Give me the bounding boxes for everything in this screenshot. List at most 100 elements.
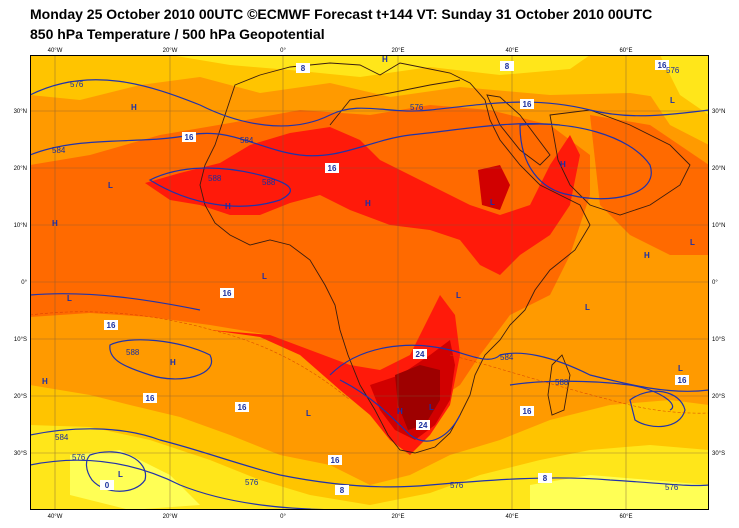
temperature-label: 8 bbox=[296, 63, 310, 73]
temperature-label: 16 bbox=[328, 455, 342, 465]
svg-text:60°E: 60°E bbox=[619, 514, 632, 520]
svg-text:40°E: 40°E bbox=[505, 514, 518, 520]
temperature-label: 24 bbox=[416, 420, 430, 430]
low-center: L bbox=[67, 294, 72, 303]
svg-text:40°W: 40°W bbox=[48, 514, 63, 520]
svg-text:20°S: 20°S bbox=[14, 394, 27, 400]
geopotential-label: 588 bbox=[555, 378, 569, 387]
geopotential-label: 588 bbox=[262, 178, 276, 187]
temperature-label: 8 bbox=[500, 61, 514, 71]
geopotential-label: 576 bbox=[72, 453, 86, 462]
svg-text:20°W: 20°W bbox=[163, 48, 178, 54]
low-center: L bbox=[108, 181, 113, 190]
high-center: H bbox=[225, 202, 231, 211]
svg-text:20°E: 20°E bbox=[391, 514, 404, 520]
right-latitude-labels: 30°N 20°N 10°N 0° 10°S 20°S 30°S bbox=[712, 109, 725, 457]
low-center: L bbox=[429, 403, 434, 412]
temperature-label: 16 bbox=[325, 163, 339, 173]
temp-band-extreme-south bbox=[395, 365, 440, 430]
temp-band-north-lightyellow bbox=[170, 55, 590, 77]
svg-text:20°N: 20°N bbox=[712, 166, 725, 172]
svg-text:8: 8 bbox=[340, 486, 345, 495]
svg-text:0°: 0° bbox=[280, 514, 286, 520]
high-center: H bbox=[42, 377, 48, 386]
map-frame bbox=[30, 55, 709, 510]
svg-text:8: 8 bbox=[301, 64, 306, 73]
temperature-isotherms bbox=[30, 311, 709, 414]
svg-text:0: 0 bbox=[105, 481, 110, 490]
svg-text:16: 16 bbox=[678, 376, 687, 385]
svg-text:16: 16 bbox=[523, 407, 532, 416]
pressure-centers: H H L H L H H L H L L H L H L L H L L H … bbox=[42, 55, 695, 479]
temperature-label: 0 bbox=[100, 480, 114, 490]
svg-text:16: 16 bbox=[328, 164, 337, 173]
svg-text:10°N: 10°N bbox=[14, 223, 27, 229]
low-center: L bbox=[118, 470, 123, 479]
svg-text:20°S: 20°S bbox=[712, 394, 725, 400]
svg-text:30°S: 30°S bbox=[712, 451, 725, 457]
svg-text:16: 16 bbox=[146, 394, 155, 403]
high-center: H bbox=[131, 103, 137, 112]
geopotential-label: 576 bbox=[70, 80, 84, 89]
temperature-label: 16 bbox=[520, 99, 534, 109]
low-center: L bbox=[490, 198, 495, 207]
high-center: H bbox=[382, 55, 388, 64]
low-center: L bbox=[585, 303, 590, 312]
temp-band-veryhot-north bbox=[478, 165, 510, 210]
high-center: H bbox=[170, 358, 176, 367]
svg-text:24: 24 bbox=[419, 421, 428, 430]
svg-text:10°N: 10°N bbox=[712, 223, 725, 229]
geopotential-label: 576 bbox=[450, 481, 464, 490]
svg-text:0°: 0° bbox=[21, 280, 27, 286]
temp-band-hot-north bbox=[145, 127, 580, 275]
forecast-map: 8 16 16 16 16 16 16 16 24 16 16 16 16 8 … bbox=[30, 55, 709, 510]
low-center: L bbox=[670, 96, 675, 105]
svg-text:40°E: 40°E bbox=[505, 48, 518, 54]
svg-text:30°N: 30°N bbox=[712, 109, 725, 115]
low-center: L bbox=[262, 272, 267, 281]
geopotential-label: 584 bbox=[52, 146, 66, 155]
svg-text:8: 8 bbox=[543, 474, 548, 483]
bottom-longitude-labels: 40°W 20°W 0° 20°E 40°E 60°E bbox=[48, 514, 633, 520]
top-longitude-labels: 40°W 20°W 0° 20°E 40°E 60°E bbox=[48, 48, 633, 54]
svg-text:30°S: 30°S bbox=[14, 451, 27, 457]
svg-text:30°N: 30°N bbox=[14, 109, 27, 115]
temperature-label: 16 bbox=[675, 375, 689, 385]
temperature-label: 8 bbox=[538, 473, 552, 483]
svg-text:16: 16 bbox=[658, 61, 667, 70]
geopotential-contours bbox=[30, 79, 709, 510]
svg-text:16: 16 bbox=[331, 456, 340, 465]
temperature-label: 24 bbox=[413, 349, 427, 359]
svg-text:0°: 0° bbox=[280, 48, 286, 54]
geopotential-label: 584 bbox=[500, 353, 514, 362]
low-center: L bbox=[456, 291, 461, 300]
temp-band-ne-lightyellow bbox=[660, 55, 709, 115]
geopotential-label: 576 bbox=[666, 66, 680, 75]
svg-text:0°: 0° bbox=[712, 280, 718, 286]
temp-band-south-pale bbox=[70, 450, 709, 510]
svg-text:8: 8 bbox=[505, 62, 510, 71]
high-center: H bbox=[560, 160, 566, 169]
contour-labels: 8 16 16 16 16 16 16 16 24 16 16 16 16 8 … bbox=[52, 60, 689, 495]
svg-text:60°E: 60°E bbox=[619, 48, 632, 54]
svg-text:40°W: 40°W bbox=[48, 48, 63, 54]
temperature-label: 16 bbox=[220, 288, 234, 298]
geopotential-label: 588 bbox=[126, 348, 140, 357]
geopotential-label: 584 bbox=[240, 136, 254, 145]
svg-text:16: 16 bbox=[523, 100, 532, 109]
temperature-label: 16 bbox=[655, 60, 669, 70]
geopotential-label: 576 bbox=[245, 478, 259, 487]
chart-title: Monday 25 October 2010 00UTC ©ECMWF Fore… bbox=[30, 6, 653, 22]
svg-text:16: 16 bbox=[107, 321, 116, 330]
temperature-label: 16 bbox=[143, 393, 157, 403]
temperature-label: 16 bbox=[235, 402, 249, 412]
temperature-label: 16 bbox=[520, 406, 534, 416]
svg-text:20°E: 20°E bbox=[391, 48, 404, 54]
low-center: L bbox=[690, 238, 695, 247]
low-center: L bbox=[306, 409, 311, 418]
high-center: H bbox=[644, 251, 650, 260]
geopotential-label: 588 bbox=[208, 174, 222, 183]
svg-text:20°N: 20°N bbox=[14, 166, 27, 172]
geopotential-label: 576 bbox=[410, 103, 424, 112]
